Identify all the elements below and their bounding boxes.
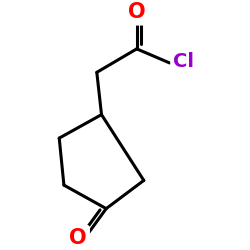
Text: O: O	[69, 228, 87, 248]
Text: Cl: Cl	[173, 52, 194, 71]
Text: O: O	[69, 228, 87, 248]
Text: Cl: Cl	[173, 52, 194, 71]
Text: O: O	[128, 2, 146, 22]
Text: O: O	[128, 2, 146, 22]
